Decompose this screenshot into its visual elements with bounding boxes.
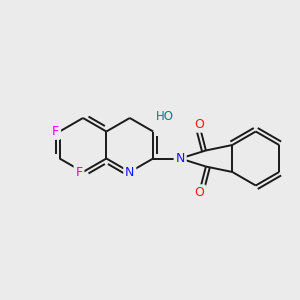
Text: HO: HO bbox=[156, 110, 174, 123]
Text: F: F bbox=[75, 166, 82, 178]
Text: N: N bbox=[176, 152, 185, 165]
Text: O: O bbox=[194, 118, 204, 131]
Text: O: O bbox=[194, 186, 204, 199]
Text: F: F bbox=[52, 125, 59, 138]
Text: N: N bbox=[125, 166, 134, 178]
